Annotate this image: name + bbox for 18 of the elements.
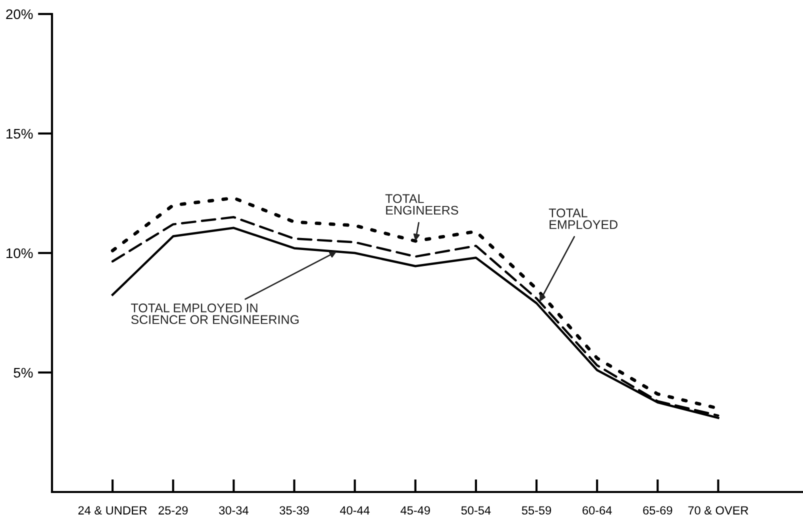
series-label: TOTAL ENGINEERS: [385, 194, 458, 215]
x-tick-label: 30-34: [219, 506, 248, 515]
x-tick-label: 25-29: [158, 506, 188, 515]
text: TOTAL EMPLOYED: [548, 208, 618, 230]
x-tick-label: 55-59: [522, 506, 552, 515]
x-tick-label: 40-44: [340, 506, 370, 515]
x-tick-label: 60-64: [582, 506, 612, 515]
y-tick-label: 15%: [6, 128, 33, 139]
x-tick-label: 70 & OVER: [688, 506, 748, 515]
x-tick-label: 65-69: [643, 506, 672, 515]
y-tick-label: 5%: [14, 368, 33, 378]
x-tick-label: 35-39: [280, 506, 309, 515]
x-tick-label: 50-54: [461, 506, 491, 515]
x-tick-label: 24 & UNDER: [78, 506, 147, 515]
y-tick-label: 10%: [6, 248, 33, 258]
y-tick-label: 20%: [6, 9, 33, 20]
series-label: TOTAL EMPLOYED IN SCIENCE OR ENGINEERING: [131, 304, 299, 324]
x-tick-label: 45-49: [400, 506, 430, 515]
